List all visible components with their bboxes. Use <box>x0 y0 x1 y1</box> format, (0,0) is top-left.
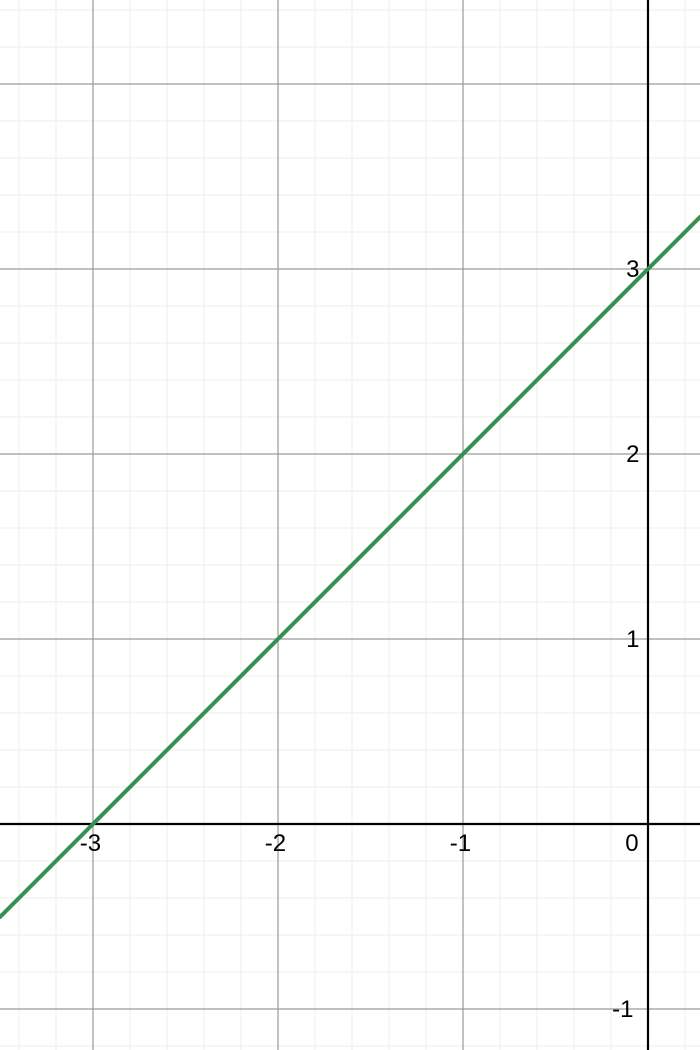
y-tick-label: 1 <box>626 626 639 654</box>
x-tick-label: -1 <box>450 830 471 858</box>
x-tick-label: -2 <box>265 830 286 858</box>
y-tick-label: 2 <box>626 441 639 469</box>
x-tick-label: 0 <box>625 830 638 858</box>
x-tick-label: -3 <box>80 830 101 858</box>
graph-plot: -3 -2 -1 0 -1 1 2 3 <box>0 0 700 1050</box>
y-tick-label: 3 <box>626 256 639 284</box>
plot-svg <box>0 0 700 1050</box>
y-tick-label: -1 <box>612 996 633 1024</box>
